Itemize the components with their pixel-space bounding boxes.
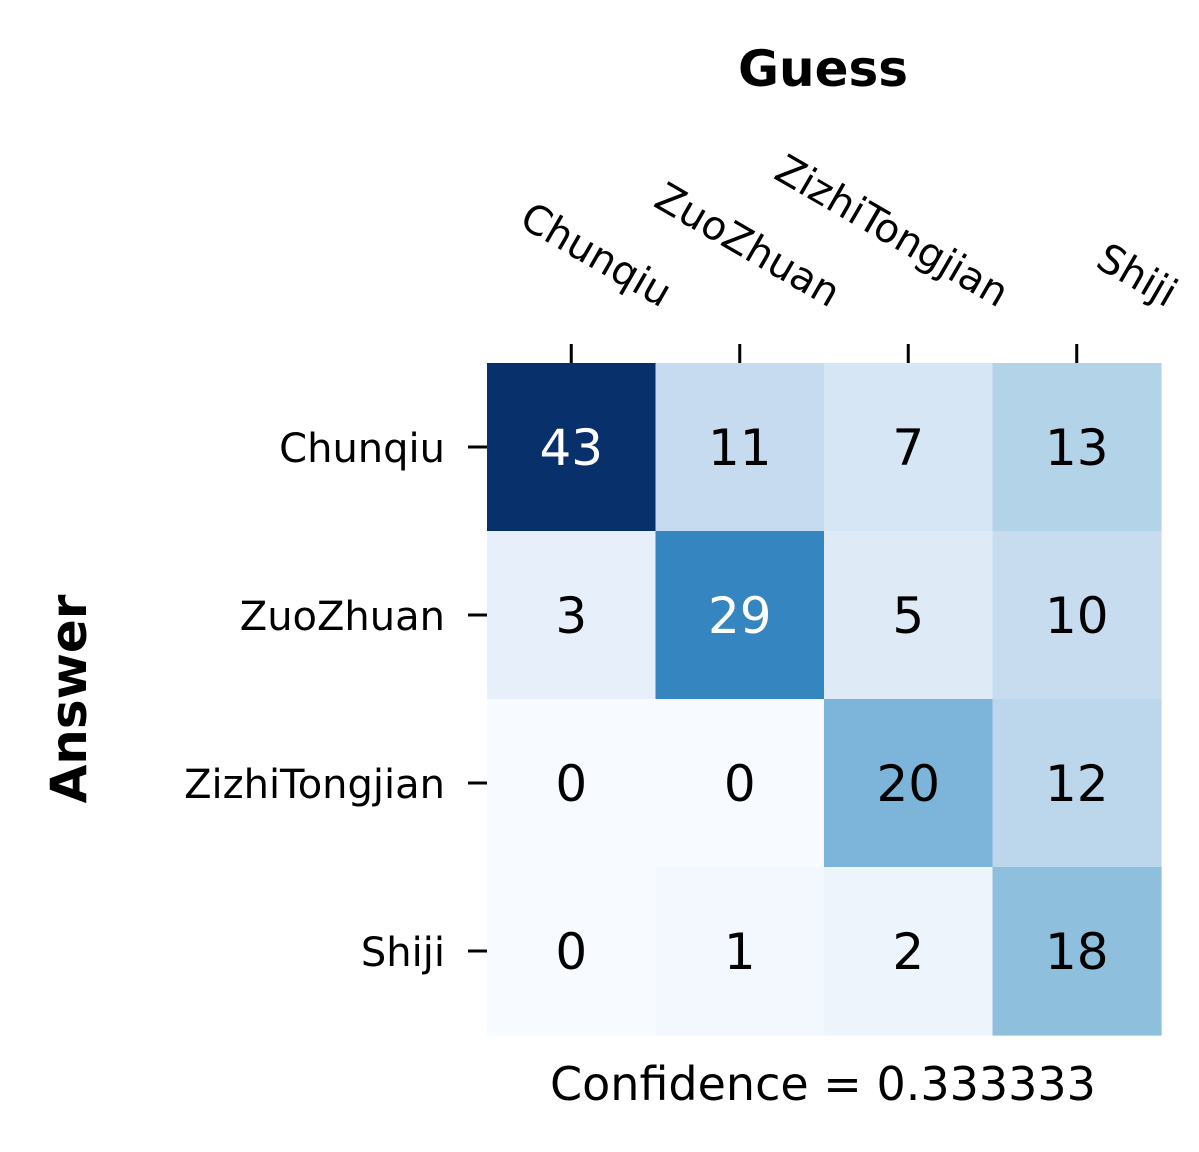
heatmap-cell-r1-c3 bbox=[992, 531, 1162, 700]
x-tick-label: Shiji bbox=[1089, 235, 1185, 317]
cell-value-label: 12 bbox=[1045, 755, 1109, 813]
y-tick-label: Chunqiu bbox=[279, 426, 445, 472]
cell-value-label: 29 bbox=[708, 587, 772, 645]
heatmap-cell-r2-c3 bbox=[992, 699, 1162, 868]
heatmap-cell-r1-c1 bbox=[655, 531, 825, 700]
chart-title: Guess bbox=[738, 40, 908, 98]
y-tick-label: ZizhiTongjian bbox=[184, 762, 445, 808]
cell-value-label: 11 bbox=[708, 419, 772, 477]
y-tick-label: ZuoZhuan bbox=[240, 594, 445, 640]
heatmap-cell-r0-c2 bbox=[824, 363, 994, 532]
cell-value-label: 0 bbox=[724, 755, 756, 813]
cell-value-label: 5 bbox=[892, 587, 924, 645]
cell-value-label: 1 bbox=[724, 923, 756, 981]
y-axis-label: Answer bbox=[40, 594, 98, 803]
y-tick-label: Shiji bbox=[361, 930, 445, 976]
cell-value-label: 20 bbox=[876, 755, 940, 813]
heatmap-cell-r0-c3 bbox=[992, 363, 1162, 532]
heatmap-cell-r1-c2 bbox=[824, 531, 994, 700]
cell-value-label: 43 bbox=[539, 419, 603, 477]
cell-value-label: 3 bbox=[555, 587, 587, 645]
heatmap-cell-r0-c0 bbox=[487, 363, 657, 532]
heatmap-cell-r2-c2 bbox=[824, 699, 994, 868]
heatmap-cell-r3-c1 bbox=[655, 867, 825, 1036]
cell-value-label: 18 bbox=[1045, 923, 1109, 981]
cell-value-label: 2 bbox=[892, 923, 924, 981]
heatmap-cell-r1-c0 bbox=[487, 531, 657, 700]
cell-value-label: 13 bbox=[1045, 419, 1109, 477]
cell-value-label: 7 bbox=[892, 419, 924, 477]
confidence-footer: Confidence = 0.333333 bbox=[550, 1057, 1096, 1111]
cell-value-label: 0 bbox=[555, 755, 587, 813]
heatmap-cell-r2-c1 bbox=[655, 699, 825, 868]
heatmap-cell-r3-c0 bbox=[487, 867, 657, 1036]
heatmap-cell-r0-c1 bbox=[655, 363, 825, 532]
cell-value-label: 10 bbox=[1045, 587, 1109, 645]
cell-value-label: 0 bbox=[555, 923, 587, 981]
heatmap-cell-r3-c3 bbox=[992, 867, 1162, 1036]
heatmap-cell-r3-c2 bbox=[824, 867, 994, 1036]
heatmap-cell-r2-c0 bbox=[487, 699, 657, 868]
